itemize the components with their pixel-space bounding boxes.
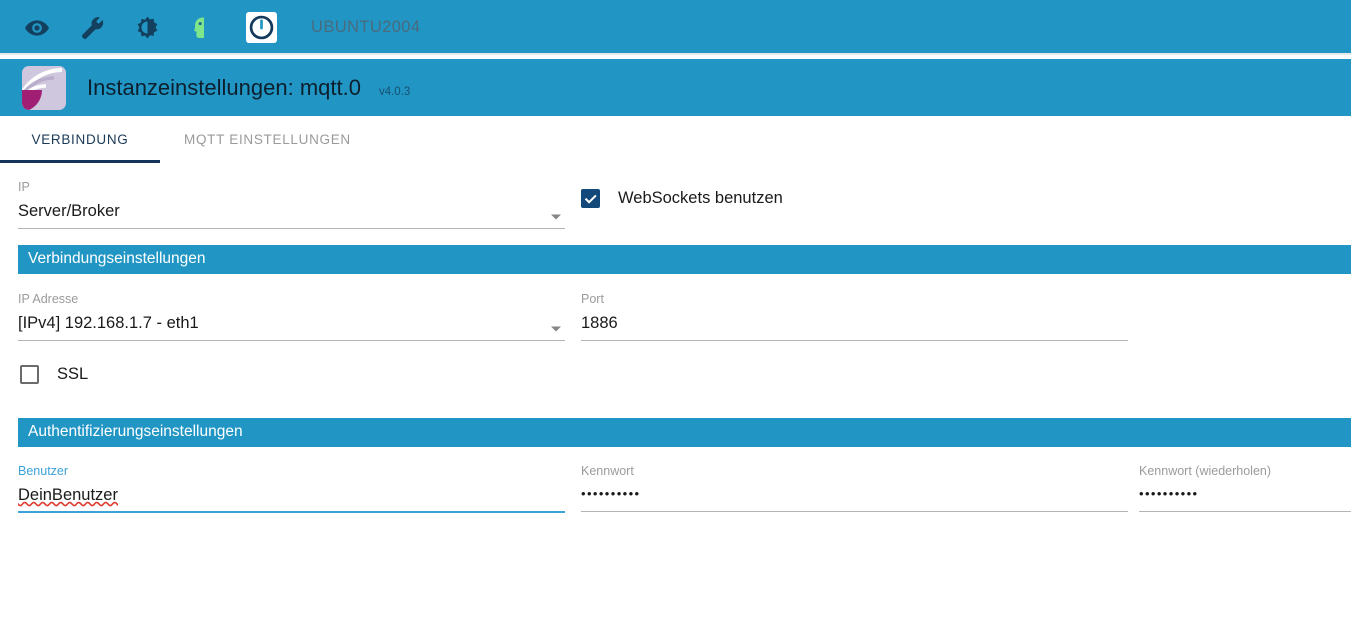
password-repeat-label: Kennwort (wiederholen) — [1139, 464, 1272, 478]
password-field: Kennwort •••••••••• — [581, 464, 1128, 512]
adapter-header: Instanzeinstellungen: mqtt.0 v4.0.3 — [0, 59, 1351, 116]
adapter-version: v4.0.3 — [378, 85, 411, 98]
password-label: Kennwort — [581, 464, 634, 478]
user-input[interactable]: DeinBenutzer — [18, 486, 565, 513]
auth-section-header: Authentifizierungseinstellungen — [18, 418, 1351, 447]
top-toolbar: UBUNTU2004 — [0, 0, 1351, 55]
ip-address-label: IP Adresse — [18, 292, 79, 306]
connection-section-header: Verbindungseinstellungen — [18, 245, 1351, 274]
chevron-down-icon[interactable] — [551, 326, 561, 332]
ip-address-field: IP Adresse [IPv4] 192.168.1.7 - eth1 — [18, 292, 565, 341]
ip-mode-select[interactable]: Server/Broker — [18, 202, 565, 229]
password-input[interactable]: •••••••••• — [581, 486, 1128, 512]
brightness-icon[interactable] — [132, 13, 162, 43]
websockets-checkbox[interactable] — [581, 189, 600, 208]
wrench-icon[interactable] — [77, 13, 107, 43]
user-field: Benutzer DeinBenutzer — [18, 464, 565, 513]
user-input-text: DeinBenutzer — [18, 486, 118, 504]
websockets-label: WebSockets benutzen — [618, 189, 783, 207]
ip-mode-label: IP — [18, 180, 30, 194]
password-repeat-input[interactable]: •••••••••• — [1139, 486, 1351, 512]
ip-address-select[interactable]: [IPv4] 192.168.1.7 - eth1 — [18, 314, 565, 341]
head-profile-icon[interactable] — [187, 13, 217, 43]
ip-mode-field: IP Server/Broker — [18, 180, 565, 229]
host-label: UBUNTU2004 — [311, 18, 421, 36]
ssl-checkbox-row[interactable]: SSL — [20, 365, 88, 384]
websockets-checkbox-row[interactable]: WebSockets benutzen — [581, 189, 783, 208]
page-title: Instanzeinstellungen: mqtt.0 — [87, 74, 361, 100]
ssl-label: SSL — [57, 365, 89, 383]
password-repeat-field: Kennwort (wiederholen) •••••••••• — [1139, 464, 1351, 512]
iobroker-logo-icon[interactable] — [246, 12, 277, 43]
user-label: Benutzer — [18, 464, 69, 478]
tab-mqtt-einstellungen[interactable]: MQTT EINSTELLUNGEN — [184, 132, 351, 147]
eye-icon[interactable] — [22, 13, 52, 43]
ssl-checkbox[interactable] — [20, 365, 39, 384]
port-input[interactable]: 1886 — [581, 314, 1128, 341]
tab-bar: VERBINDUNG MQTT EINSTELLUNGEN — [0, 116, 1351, 163]
port-field: Port 1886 — [581, 292, 1128, 341]
mqtt-adapter-icon — [22, 65, 66, 110]
port-label: Port — [581, 292, 604, 306]
tab-verbindung[interactable]: VERBINDUNG — [0, 116, 160, 163]
chevron-down-icon[interactable] — [551, 214, 561, 220]
